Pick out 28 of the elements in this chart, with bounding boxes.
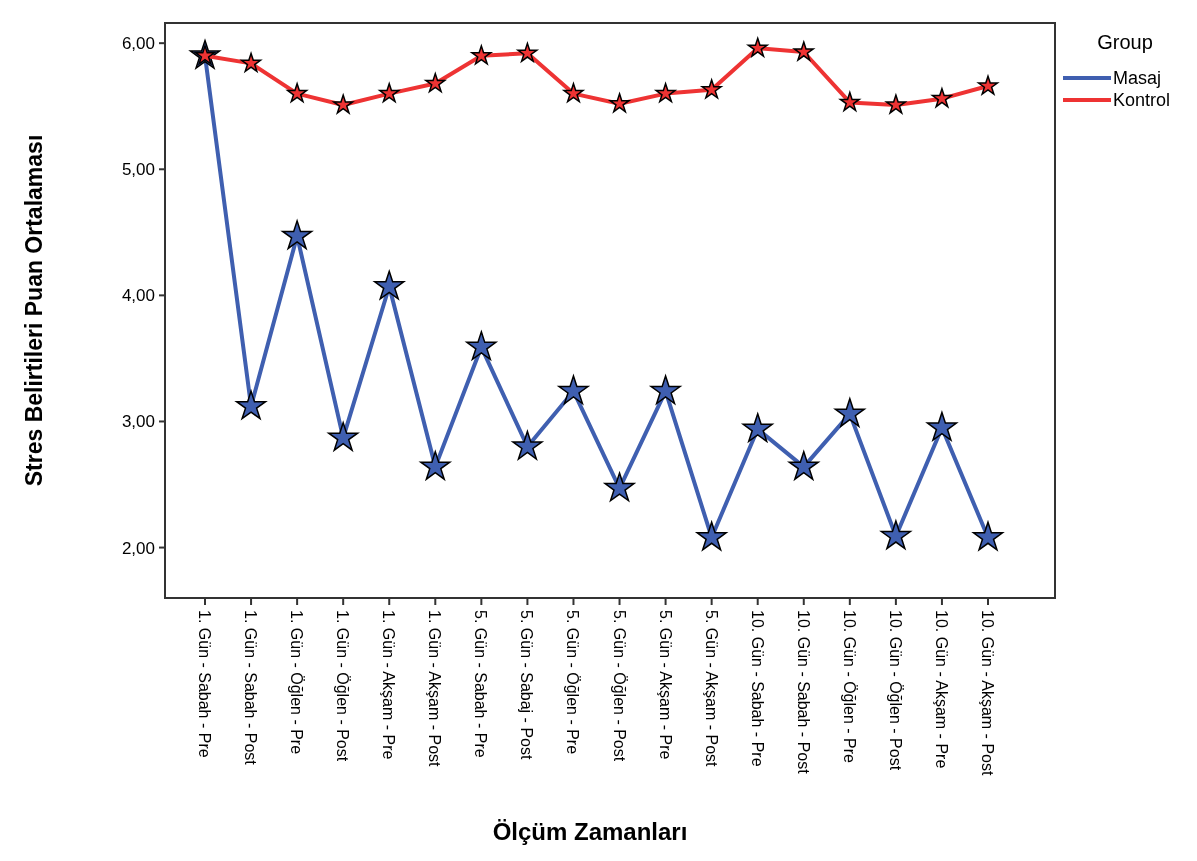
x-tick-label: 10. Gün - Akşam - Pre [932, 610, 950, 769]
legend-label: Masaj [1113, 68, 1162, 89]
x-tick-label: 10. Gün - Sabah - Pre [748, 610, 766, 767]
y-tick-label: 4,00 [121, 286, 155, 306]
x-tick-label: 5. Gün - Öğlen - Pre [564, 610, 582, 755]
x-tick-label: 1. Gün - Akşam - Post [426, 610, 444, 768]
x-tick-label: 1. Gün - Öğlen - Post [334, 610, 352, 762]
x-tick-label: 10. Gün - Öğlen - Pre [840, 610, 858, 764]
x-tick-label: 1. Gün - Öğlen - Pre [288, 610, 306, 755]
y-tick-label: 3,00 [121, 412, 155, 432]
x-tick-label: 5. Gün - Sabaj - Post [518, 610, 536, 760]
y-tick-label: 2,00 [121, 538, 155, 558]
x-tick-label: 5. Gün - Akşam - Pre [656, 610, 674, 760]
x-tick-label: 5. Gün - Öğlen - Post [610, 610, 628, 762]
x-tick-label: 1. Gün - Akşam - Pre [380, 610, 398, 760]
legend-label: Kontrol [1113, 90, 1171, 111]
y-tick-label: 5,00 [121, 160, 155, 180]
legend-title: Group [1097, 31, 1153, 53]
y-tick-label: 6,00 [121, 34, 155, 54]
x-tick-label: 10. Gün - Öğlen - Post [886, 610, 904, 771]
y-axis-title: Stres Belirtileri Puan Ortalaması [21, 134, 47, 487]
x-tick-label: 10. Gün - Akşam - Post [979, 610, 996, 776]
x-tick-label: 5. Gün - Akşam - Post [702, 610, 720, 768]
x-tick-label: 1. Gün - Sabah - Post [242, 610, 260, 766]
x-tick-label: 5. Gün - Sabah - Pre [472, 610, 490, 758]
x-tick-label: 1. Gün - Sabah - Pre [196, 610, 213, 758]
x-axis-title: Ölçüm Zamanları [492, 818, 688, 845]
x-tick-label: 10. Gün - Sabah - Post [794, 610, 812, 775]
